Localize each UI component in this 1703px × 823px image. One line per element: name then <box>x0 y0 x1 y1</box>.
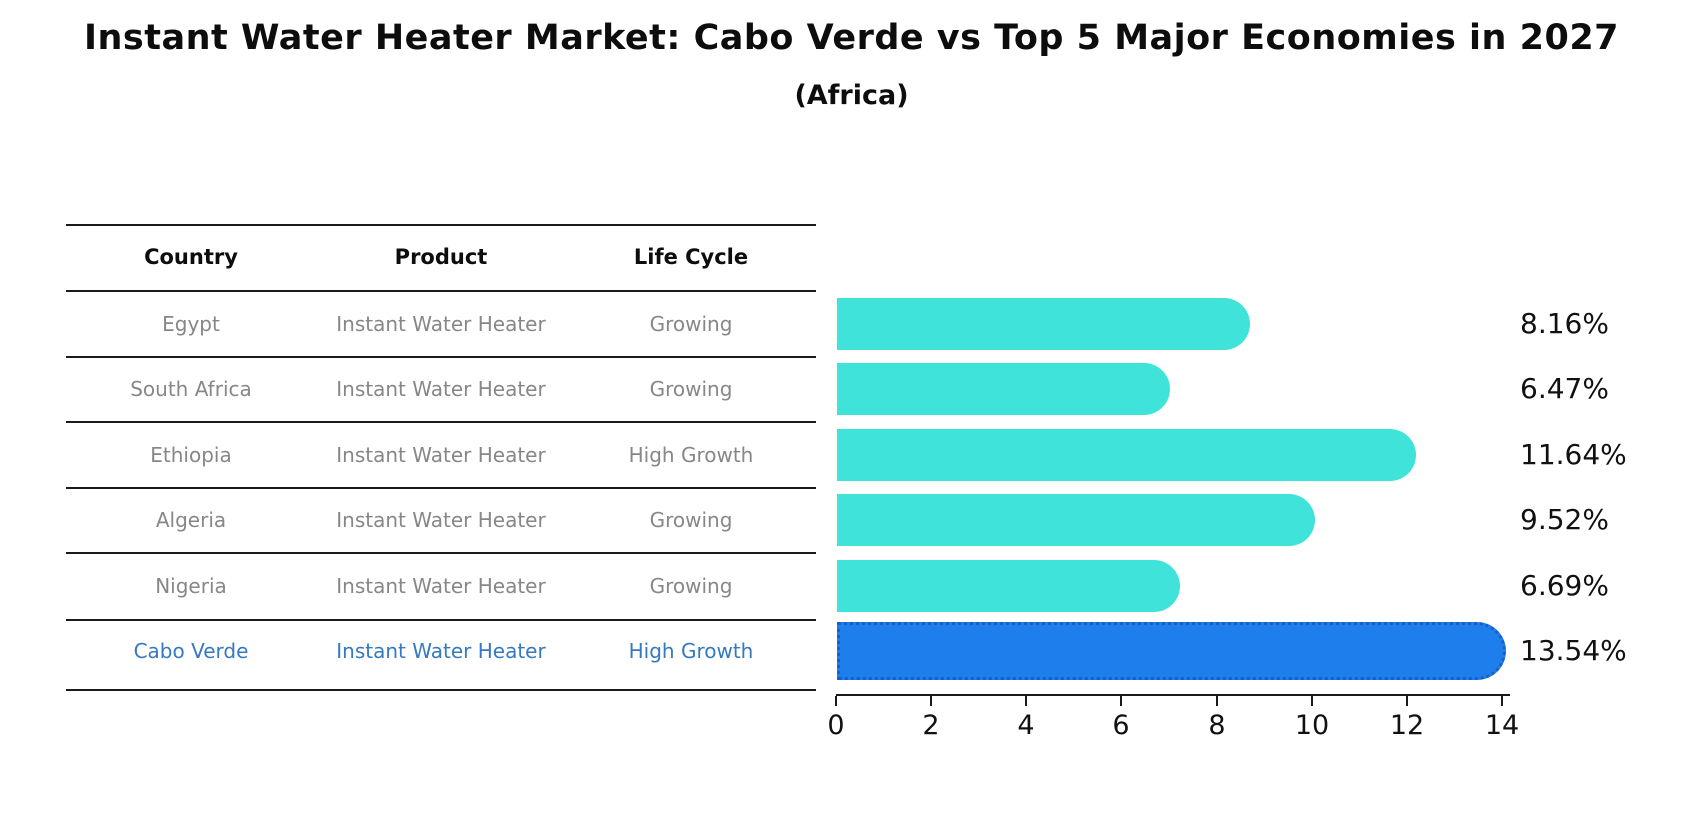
table-header-row: Country Product Life Cycle <box>66 243 816 271</box>
cell-product: Instant Water Heater <box>336 312 546 336</box>
cell-product: Instant Water Heater <box>336 443 546 467</box>
bar-value-label: 11.64% <box>1520 438 1627 471</box>
x-axis-tick-label: 0 <box>827 710 845 741</box>
table-header-border <box>66 290 816 292</box>
table-bottom-border <box>66 689 816 691</box>
bar-nigeria <box>837 560 1180 612</box>
cell-country: Ethiopia <box>150 443 232 467</box>
x-axis-tick <box>1406 696 1408 706</box>
cell-product: Instant Water Heater <box>336 574 546 598</box>
bar-ethiopia <box>837 429 1416 481</box>
x-axis-tick-label: 14 <box>1484 710 1520 741</box>
cell-product: Instant Water Heater <box>336 508 546 532</box>
bar-value-label: 6.69% <box>1520 569 1609 602</box>
table-row: Algeria Instant Water Heater Growing <box>66 506 816 534</box>
table-row-divider <box>66 619 816 621</box>
x-axis-line <box>836 694 1510 696</box>
table-row-divider <box>66 552 816 554</box>
cell-life-cycle: Growing <box>649 508 733 532</box>
x-axis-tick-label: 10 <box>1294 710 1330 741</box>
x-axis-tick-label: 2 <box>922 710 940 741</box>
cell-life-cycle: Growing <box>649 574 733 598</box>
bar-algeria <box>837 494 1315 546</box>
table-row: Ethiopia Instant Water Heater High Growt… <box>66 441 816 469</box>
column-header-product: Product <box>394 245 488 269</box>
table-row: Nigeria Instant Water Heater Growing <box>66 572 816 600</box>
x-axis-tick <box>1216 696 1218 706</box>
x-axis-tick <box>1501 696 1503 706</box>
cell-country: Egypt <box>162 312 220 336</box>
x-axis-tick-label: 6 <box>1112 710 1130 741</box>
x-axis-tick-label: 12 <box>1389 710 1425 741</box>
table-row: Egypt Instant Water Heater Growing <box>66 310 816 338</box>
cell-life-cycle: Growing <box>649 312 733 336</box>
column-header-life-cycle: Life Cycle <box>633 245 749 269</box>
bar-value-label: 13.54% <box>1520 634 1627 667</box>
x-axis-tick <box>1025 696 1027 706</box>
table-row-highlighted: Cabo Verde Instant Water Heater High Gro… <box>66 637 816 665</box>
x-axis-tick <box>835 696 837 706</box>
table-row-divider <box>66 487 816 489</box>
x-axis-tick-label: 8 <box>1208 710 1226 741</box>
column-header-country: Country <box>144 245 238 269</box>
table-row: South Africa Instant Water Heater Growin… <box>66 375 816 403</box>
x-axis-tick <box>930 696 932 706</box>
bar-egypt <box>837 298 1250 350</box>
cell-product: Instant Water Heater <box>336 639 546 663</box>
cell-life-cycle: High Growth <box>628 639 754 663</box>
chart-subtitle: (Africa) <box>794 80 909 111</box>
x-axis-tick-label: 4 <box>1017 710 1035 741</box>
table-row-divider <box>66 421 816 423</box>
x-axis-tick <box>1120 696 1122 706</box>
cell-country: Cabo Verde <box>133 639 249 663</box>
x-axis-tick <box>1311 696 1313 706</box>
cell-country: South Africa <box>130 377 252 401</box>
table-row-divider <box>66 356 816 358</box>
bar-value-label: 8.16% <box>1520 307 1609 340</box>
cell-product: Instant Water Heater <box>336 377 546 401</box>
table-top-border <box>66 224 816 226</box>
bar-value-label: 9.52% <box>1520 503 1609 536</box>
cell-country: Nigeria <box>155 574 227 598</box>
cell-life-cycle: High Growth <box>628 443 754 467</box>
cell-country: Algeria <box>155 508 227 532</box>
cell-life-cycle: Growing <box>649 377 733 401</box>
bar-value-label: 6.47% <box>1520 372 1609 405</box>
bar-cabo-verde-highlighted <box>837 622 1506 680</box>
chart-title: Instant Water Heater Market: Cabo Verde … <box>83 18 1620 58</box>
bar-south-africa <box>837 363 1170 415</box>
